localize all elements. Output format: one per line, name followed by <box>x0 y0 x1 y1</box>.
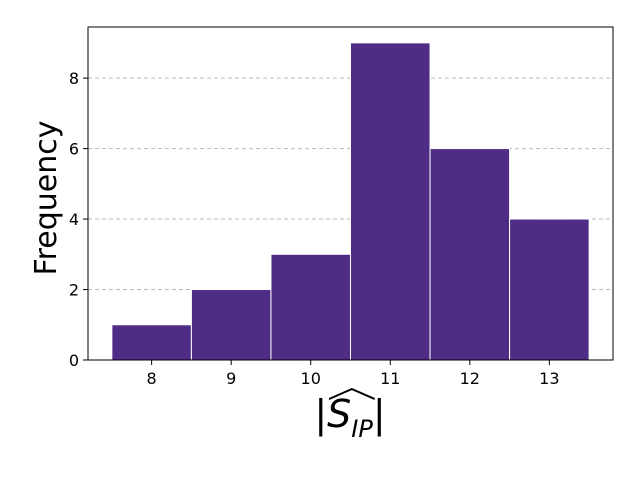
y-tick-label: 8 <box>69 69 79 88</box>
x-tick-label: 12 <box>460 369 480 388</box>
histogram-bar <box>350 42 431 361</box>
y-tick-label: 6 <box>69 140 79 159</box>
y-tick-label: 2 <box>69 281 79 300</box>
histogram-bar <box>509 218 590 361</box>
x-axis: 8 9 10 11 12 13 <box>147 360 560 388</box>
x-tick-label: 8 <box>147 369 157 388</box>
histogram-bar <box>270 253 352 361</box>
histogram-bar <box>190 289 272 361</box>
histogram-bar <box>111 324 192 361</box>
x-axis-label-symbol: SIP <box>327 388 375 443</box>
x-tick-label: 11 <box>380 369 400 388</box>
x-axis-label-subscript: IP <box>351 415 373 443</box>
plot-frame <box>87 26 614 361</box>
x-axis-label-main: S <box>327 392 352 436</box>
y-axis: 0 2 4 6 8 <box>69 69 88 370</box>
histogram-bar <box>429 148 511 361</box>
x-tick-label: 13 <box>539 369 559 388</box>
x-tick-label: 9 <box>226 369 236 388</box>
y-tick-label: 4 <box>69 210 79 229</box>
y-axis-label: Frequency <box>29 121 64 276</box>
x-axis-label-hat-icon <box>329 388 375 400</box>
x-axis-label-bar-left: | <box>314 392 328 436</box>
y-tick-label: 0 <box>69 351 79 370</box>
bars <box>111 42 590 361</box>
x-axis-label: | SIP | <box>250 388 450 456</box>
x-tick-label: 10 <box>301 369 321 388</box>
x-axis-label-bar-right: | <box>372 392 386 436</box>
